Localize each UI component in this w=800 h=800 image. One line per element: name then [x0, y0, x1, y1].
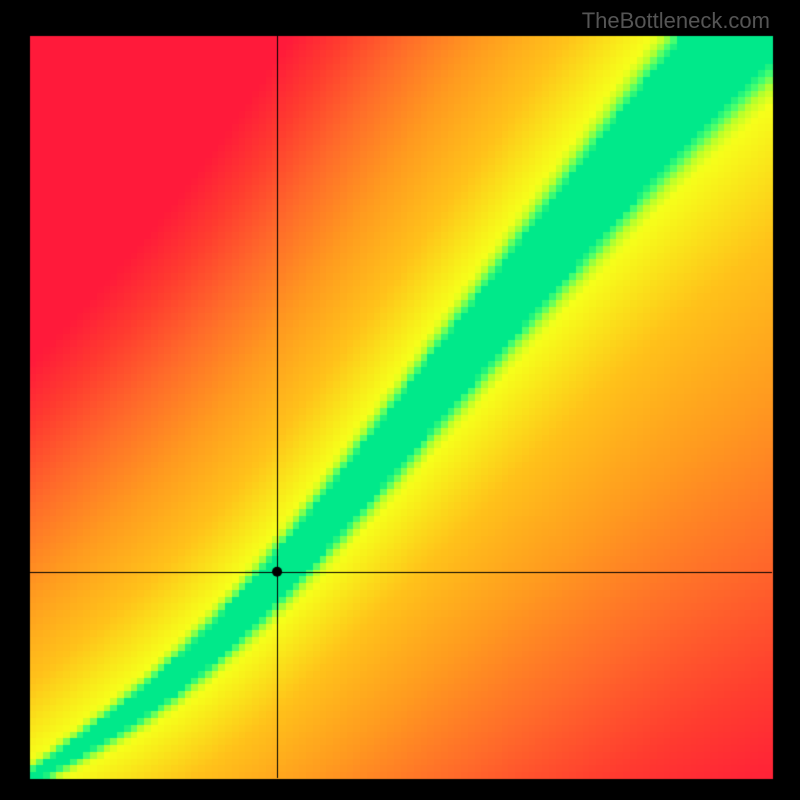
bottleneck-heatmap [0, 0, 800, 800]
watermark-text: TheBottleneck.com [582, 8, 770, 34]
